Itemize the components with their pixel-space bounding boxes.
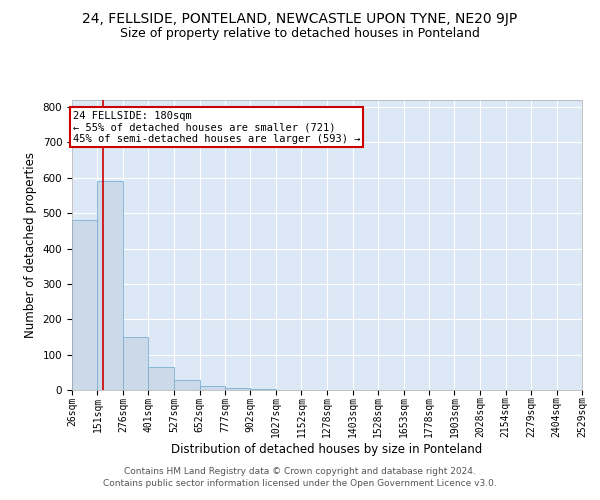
Text: Size of property relative to detached houses in Ponteland: Size of property relative to detached ho… bbox=[120, 28, 480, 40]
Text: Contains public sector information licensed under the Open Government Licence v3: Contains public sector information licen… bbox=[103, 478, 497, 488]
Bar bbox=[174, 380, 200, 390]
Text: Contains HM Land Registry data © Crown copyright and database right 2024.: Contains HM Land Registry data © Crown c… bbox=[124, 467, 476, 476]
Bar bbox=[225, 388, 250, 390]
Bar bbox=[200, 386, 225, 390]
Text: 24 FELLSIDE: 180sqm
← 55% of detached houses are smaller (721)
45% of semi-detac: 24 FELLSIDE: 180sqm ← 55% of detached ho… bbox=[73, 110, 361, 144]
Text: 24, FELLSIDE, PONTELAND, NEWCASTLE UPON TYNE, NE20 9JP: 24, FELLSIDE, PONTELAND, NEWCASTLE UPON … bbox=[82, 12, 518, 26]
Y-axis label: Number of detached properties: Number of detached properties bbox=[24, 152, 37, 338]
Bar bbox=[123, 337, 148, 390]
Bar bbox=[148, 367, 174, 390]
Bar bbox=[97, 182, 123, 390]
Bar bbox=[72, 220, 97, 390]
X-axis label: Distribution of detached houses by size in Ponteland: Distribution of detached houses by size … bbox=[172, 443, 482, 456]
